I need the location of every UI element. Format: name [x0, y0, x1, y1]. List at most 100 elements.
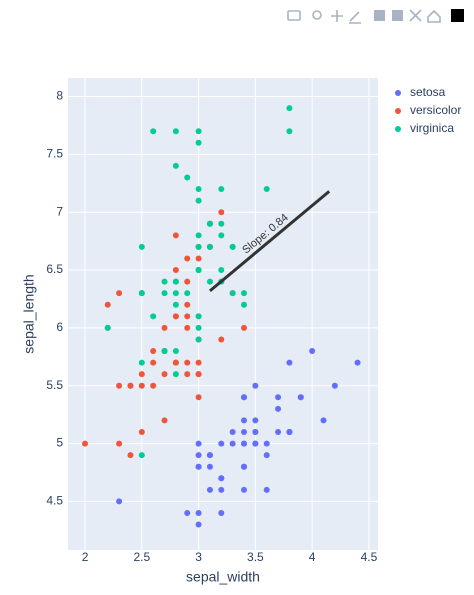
- point: [195, 255, 202, 262]
- point: [172, 278, 179, 285]
- point: [138, 452, 145, 459]
- point: [275, 405, 282, 412]
- point: [218, 336, 225, 343]
- camera-icon[interactable]: [287, 10, 301, 21]
- plotly-logo[interactable]: [451, 9, 464, 22]
- point: [218, 475, 225, 482]
- point: [241, 290, 248, 297]
- point: [241, 440, 248, 447]
- point: [150, 359, 157, 366]
- x-tick-label: 3: [195, 550, 202, 564]
- x-tick-label: 2: [82, 550, 89, 564]
- point: [138, 359, 145, 366]
- point: [263, 440, 270, 447]
- autoscale-icon[interactable]: [409, 9, 422, 22]
- point: [206, 243, 213, 250]
- point: [206, 220, 213, 227]
- point: [206, 452, 213, 459]
- legend-label: setosa: [410, 85, 446, 99]
- legend-marker: [395, 126, 401, 132]
- point: [172, 371, 179, 378]
- point: [172, 290, 179, 297]
- point: [172, 162, 179, 169]
- point: [116, 440, 123, 447]
- point: [184, 174, 191, 181]
- point: [331, 382, 338, 389]
- point: [172, 128, 179, 135]
- y-tick-label: 6.5: [46, 262, 63, 276]
- point: [218, 267, 225, 274]
- point: [127, 452, 134, 459]
- x-tick-label: 2.5: [133, 550, 150, 564]
- pan-icon[interactable]: [331, 10, 343, 22]
- y-tick-label: 4.5: [46, 494, 63, 508]
- zoom-icon[interactable]: [312, 10, 322, 20]
- point: [195, 324, 202, 331]
- point: [195, 139, 202, 146]
- legend-label: versicolor: [410, 103, 461, 117]
- point: [252, 429, 259, 435]
- point: [184, 290, 191, 297]
- home-icon[interactable]: [427, 9, 441, 23]
- point: [218, 486, 225, 493]
- draw-icon[interactable]: [349, 11, 361, 24]
- point: [116, 382, 123, 389]
- point: [195, 463, 202, 470]
- point: [150, 128, 157, 135]
- toolbar: [287, 9, 464, 24]
- point: [229, 440, 236, 447]
- point: [195, 243, 202, 250]
- point: [320, 417, 327, 424]
- point: [286, 105, 293, 112]
- point: [241, 417, 248, 424]
- point: [218, 220, 225, 227]
- x-tick-label: 4: [309, 550, 316, 564]
- point: [150, 313, 157, 320]
- point: [309, 348, 316, 355]
- point: [229, 429, 236, 435]
- plot-area: [68, 78, 378, 550]
- point: [195, 197, 202, 204]
- point: [241, 463, 248, 470]
- point: [195, 359, 202, 366]
- point: [195, 371, 202, 378]
- zoom-out-icon[interactable]: [392, 10, 403, 21]
- y-axis-title: sepal_length: [21, 274, 37, 353]
- point: [195, 186, 202, 193]
- point: [241, 324, 248, 331]
- point: [229, 290, 236, 297]
- point: [275, 429, 282, 435]
- y-tick-label: 7.5: [46, 147, 63, 161]
- point: [195, 128, 202, 135]
- point: [286, 429, 293, 435]
- point: [104, 301, 111, 308]
- point: [195, 336, 202, 343]
- point: [241, 429, 248, 435]
- y-tick-label: 7: [56, 204, 63, 218]
- point: [218, 209, 225, 216]
- point: [252, 440, 259, 447]
- point: [172, 313, 179, 320]
- point: [297, 394, 304, 401]
- x-axis-title: sepal_width: [186, 569, 260, 585]
- point: [275, 394, 282, 401]
- point: [161, 324, 168, 331]
- point: [218, 232, 225, 239]
- point: [195, 232, 202, 239]
- point: [172, 267, 179, 274]
- point: [229, 243, 236, 250]
- point: [241, 486, 248, 493]
- point: [354, 359, 361, 366]
- zoom-in-icon[interactable]: [374, 10, 385, 21]
- point: [263, 486, 270, 493]
- point: [161, 290, 168, 297]
- point: [138, 243, 145, 250]
- point: [195, 313, 202, 320]
- point: [263, 186, 270, 193]
- point: [127, 382, 134, 389]
- point: [195, 452, 202, 459]
- point: [116, 498, 123, 505]
- x-tick-label: 4.5: [361, 550, 378, 564]
- point: [184, 371, 191, 378]
